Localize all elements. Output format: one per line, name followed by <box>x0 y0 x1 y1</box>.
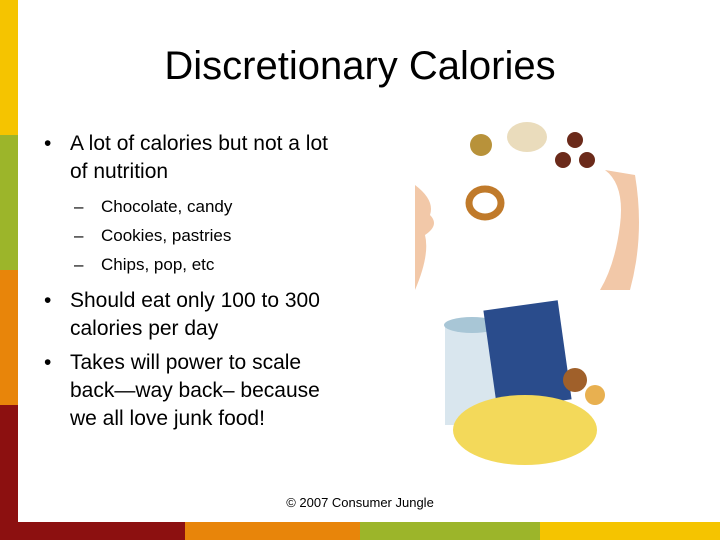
strip <box>18 522 185 540</box>
snack-illustration <box>415 122 639 290</box>
sub-bullet: Cookies, pastries <box>44 221 344 250</box>
bullet: A lot of calories but not a lot of nutri… <box>44 130 342 186</box>
sub-list: Chocolate, candyCookies, pastriesChips, … <box>44 192 344 279</box>
strip <box>360 522 540 540</box>
sub-bullet: Chocolate, candy <box>44 192 344 221</box>
strip <box>185 522 360 540</box>
strip <box>540 522 720 540</box>
footer: © 2007 Consumer Jungle <box>286 495 434 510</box>
strip <box>0 270 18 405</box>
bullet-list: A lot of calories but not a lot of nutri… <box>44 130 344 439</box>
sub-bullet: Chips, pop, etc <box>44 250 344 279</box>
strip <box>0 405 18 540</box>
snack-illustration <box>444 300 605 465</box>
strip <box>0 0 18 135</box>
strip <box>0 135 18 270</box>
bullet: Takes will power to scale back—way back–… <box>44 349 342 433</box>
bullet: Should eat only 100 to 300 calories per … <box>44 287 342 343</box>
title: Discretionary Calories <box>164 44 556 88</box>
